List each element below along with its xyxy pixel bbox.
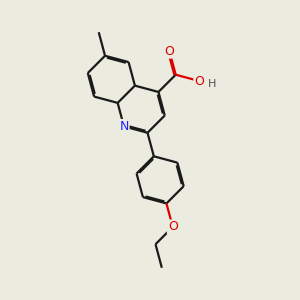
Text: O: O — [164, 45, 174, 58]
Text: N: N — [119, 120, 129, 133]
Text: O: O — [168, 220, 178, 233]
Text: H: H — [208, 80, 216, 89]
Text: O: O — [194, 74, 204, 88]
